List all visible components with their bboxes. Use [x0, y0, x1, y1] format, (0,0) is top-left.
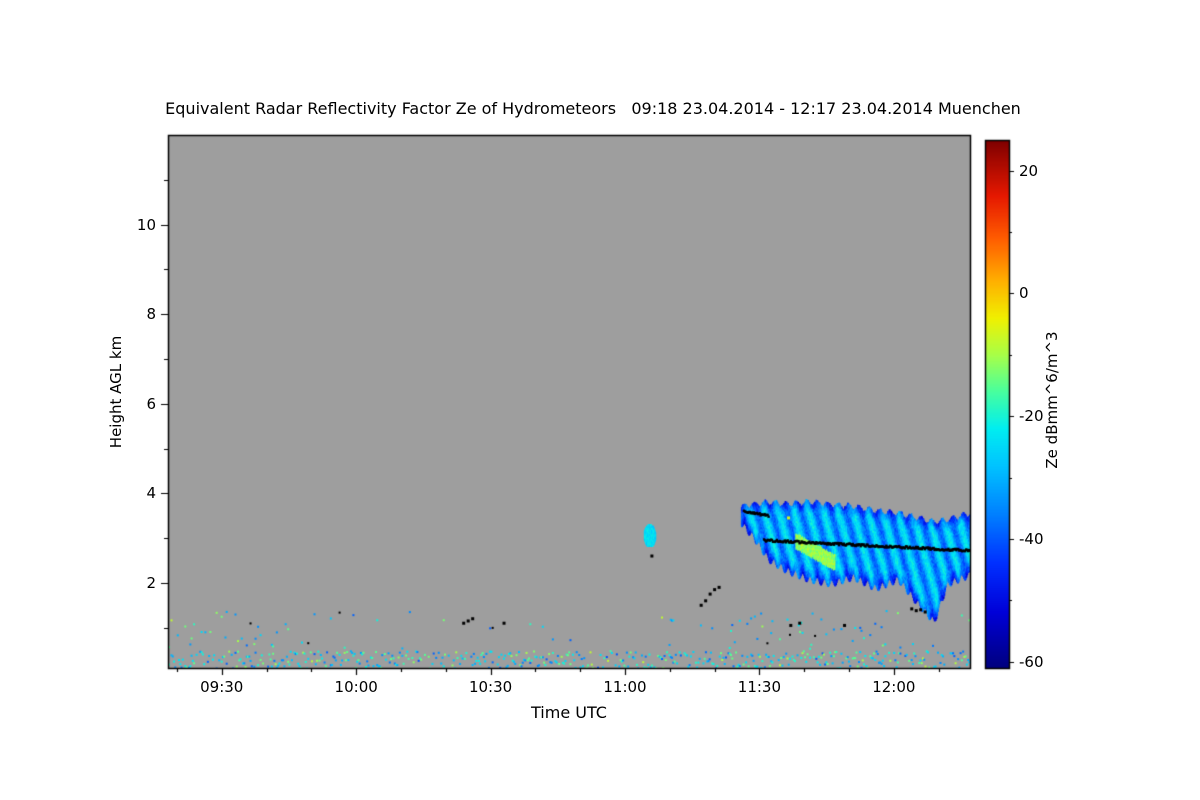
y-tick-label: 2 — [146, 573, 156, 592]
x-tick-label: 10:30 — [468, 678, 513, 696]
colorbar-tick-label: 20 — [1019, 161, 1039, 180]
x-tick-label: 11:30 — [737, 678, 782, 696]
colorbar-tick-label: -40 — [1019, 530, 1044, 549]
colorbar-tick-label: -20 — [1019, 407, 1044, 426]
colorbar-label: Ze dBmm^6/m^3 — [1043, 331, 1061, 469]
x-tick-label: 12:00 — [872, 678, 916, 696]
y-axis-label: Height AGL km — [107, 335, 125, 449]
colorbar-tick-label: -60 — [1019, 652, 1044, 671]
x-axis-label: Time UTC — [531, 703, 607, 722]
y-tick-label: 6 — [146, 394, 156, 413]
chart-title: Equivalent Radar Reflectivity Factor Ze … — [165, 99, 1021, 118]
y-tick-label: 10 — [136, 215, 156, 234]
x-tick-label: 10:00 — [334, 678, 378, 696]
x-tick-label: 11:00 — [603, 678, 647, 696]
x-tick-label: 09:30 — [200, 678, 244, 696]
y-tick-label: 8 — [146, 305, 156, 324]
colorbar-tick-label: 0 — [1019, 284, 1029, 303]
y-tick-label: 4 — [146, 484, 156, 503]
